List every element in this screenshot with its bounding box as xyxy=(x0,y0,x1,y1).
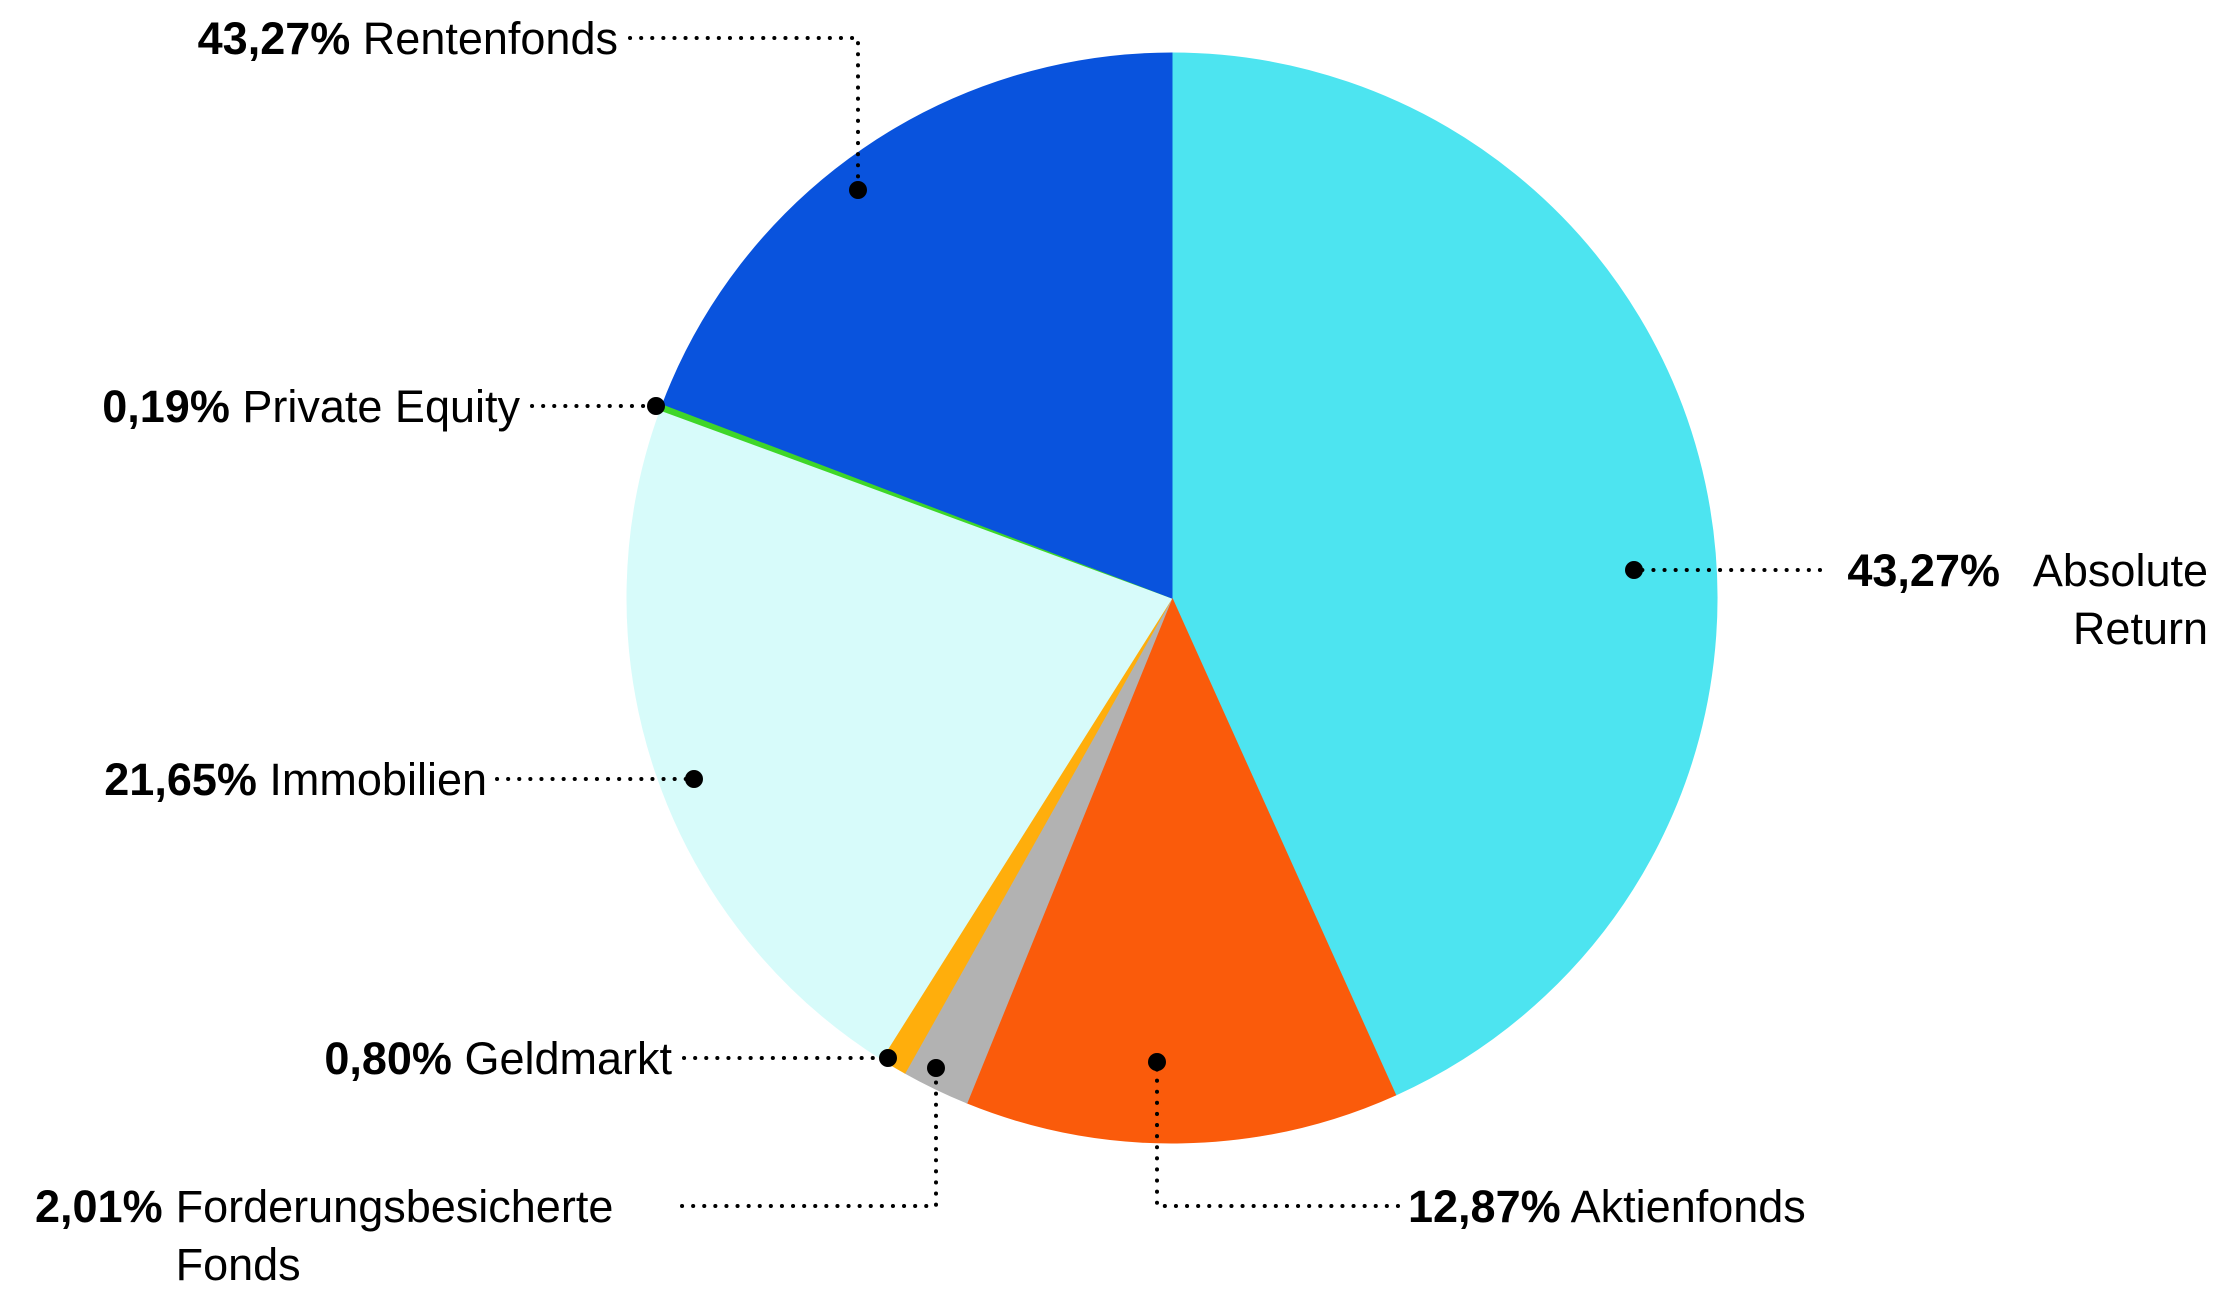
pie-slice-aktienfonds xyxy=(966,596,1397,1144)
callout-forderungsbesicherte-fonds: 2,01% Forderungsbesicherte Fonds xyxy=(35,1178,656,1292)
callout-absolute-return: 43,27% Absolute Return xyxy=(1847,542,2208,658)
pie-slice-rentenfonds xyxy=(662,52,1173,599)
anchor-dot-geldmarkt xyxy=(879,1049,897,1067)
anchor-dot-forderungsbesicherte-fonds xyxy=(927,1059,945,1077)
callout-immobilien-name: Immobilien xyxy=(269,754,487,805)
callout-rentenfonds-percent: 43,27% xyxy=(197,13,351,64)
leader-line-forderungsbesicherte-fonds xyxy=(680,1070,938,1208)
pie-slice-absolute-return xyxy=(1171,52,1718,1096)
callout-private-equity-percent: 0,19% xyxy=(102,381,230,432)
callout-rentenfonds-name: Rentenfonds xyxy=(362,13,618,64)
leader-line-aktienfonds xyxy=(1155,1064,1400,1208)
callout-geldmarkt-percent: 0,80% xyxy=(324,1033,452,1084)
leader-line-rentenfonds xyxy=(628,36,860,188)
anchor-dot-rentenfonds xyxy=(849,181,867,199)
anchor-dot-immobilien xyxy=(685,770,703,788)
callout-private-equity-name: Private Equity xyxy=(242,381,520,432)
callout-geldmarkt: 0,80% Geldmarkt xyxy=(324,1030,672,1088)
callout-forderungsbesicherte-fonds-percent: 2,01% xyxy=(35,1181,163,1232)
callout-aktienfonds: 12,87% Aktienfonds xyxy=(1408,1178,1806,1236)
callout-aktienfonds-name: Aktienfonds xyxy=(1570,1181,1806,1232)
callout-absolute-return-percent: 43,27% xyxy=(1847,545,2000,596)
callout-geldmarkt-name: Geldmarkt xyxy=(464,1033,672,1084)
pie-slice-immobilien xyxy=(626,409,1173,1060)
anchor-dot-private-equity xyxy=(647,397,665,415)
callout-immobilien: 21,65% Immobilien xyxy=(104,751,487,809)
callout-forderungsbesicherte-fonds-name: Forderungsbesicherte Fonds xyxy=(175,1181,614,1290)
anchor-dot-aktienfonds xyxy=(1148,1053,1166,1071)
callout-rentenfonds: 43,27% Rentenfonds xyxy=(198,10,618,68)
anchor-dot-absolute-return xyxy=(1625,561,1643,579)
callout-immobilien-percent: 21,65% xyxy=(104,754,257,805)
callout-aktienfonds-percent: 12,87% xyxy=(1408,1181,1561,1232)
callout-absolute-return-name: Absolute Return xyxy=(2032,545,2208,654)
callout-private-equity: 0,19% Private Equity xyxy=(102,378,520,436)
